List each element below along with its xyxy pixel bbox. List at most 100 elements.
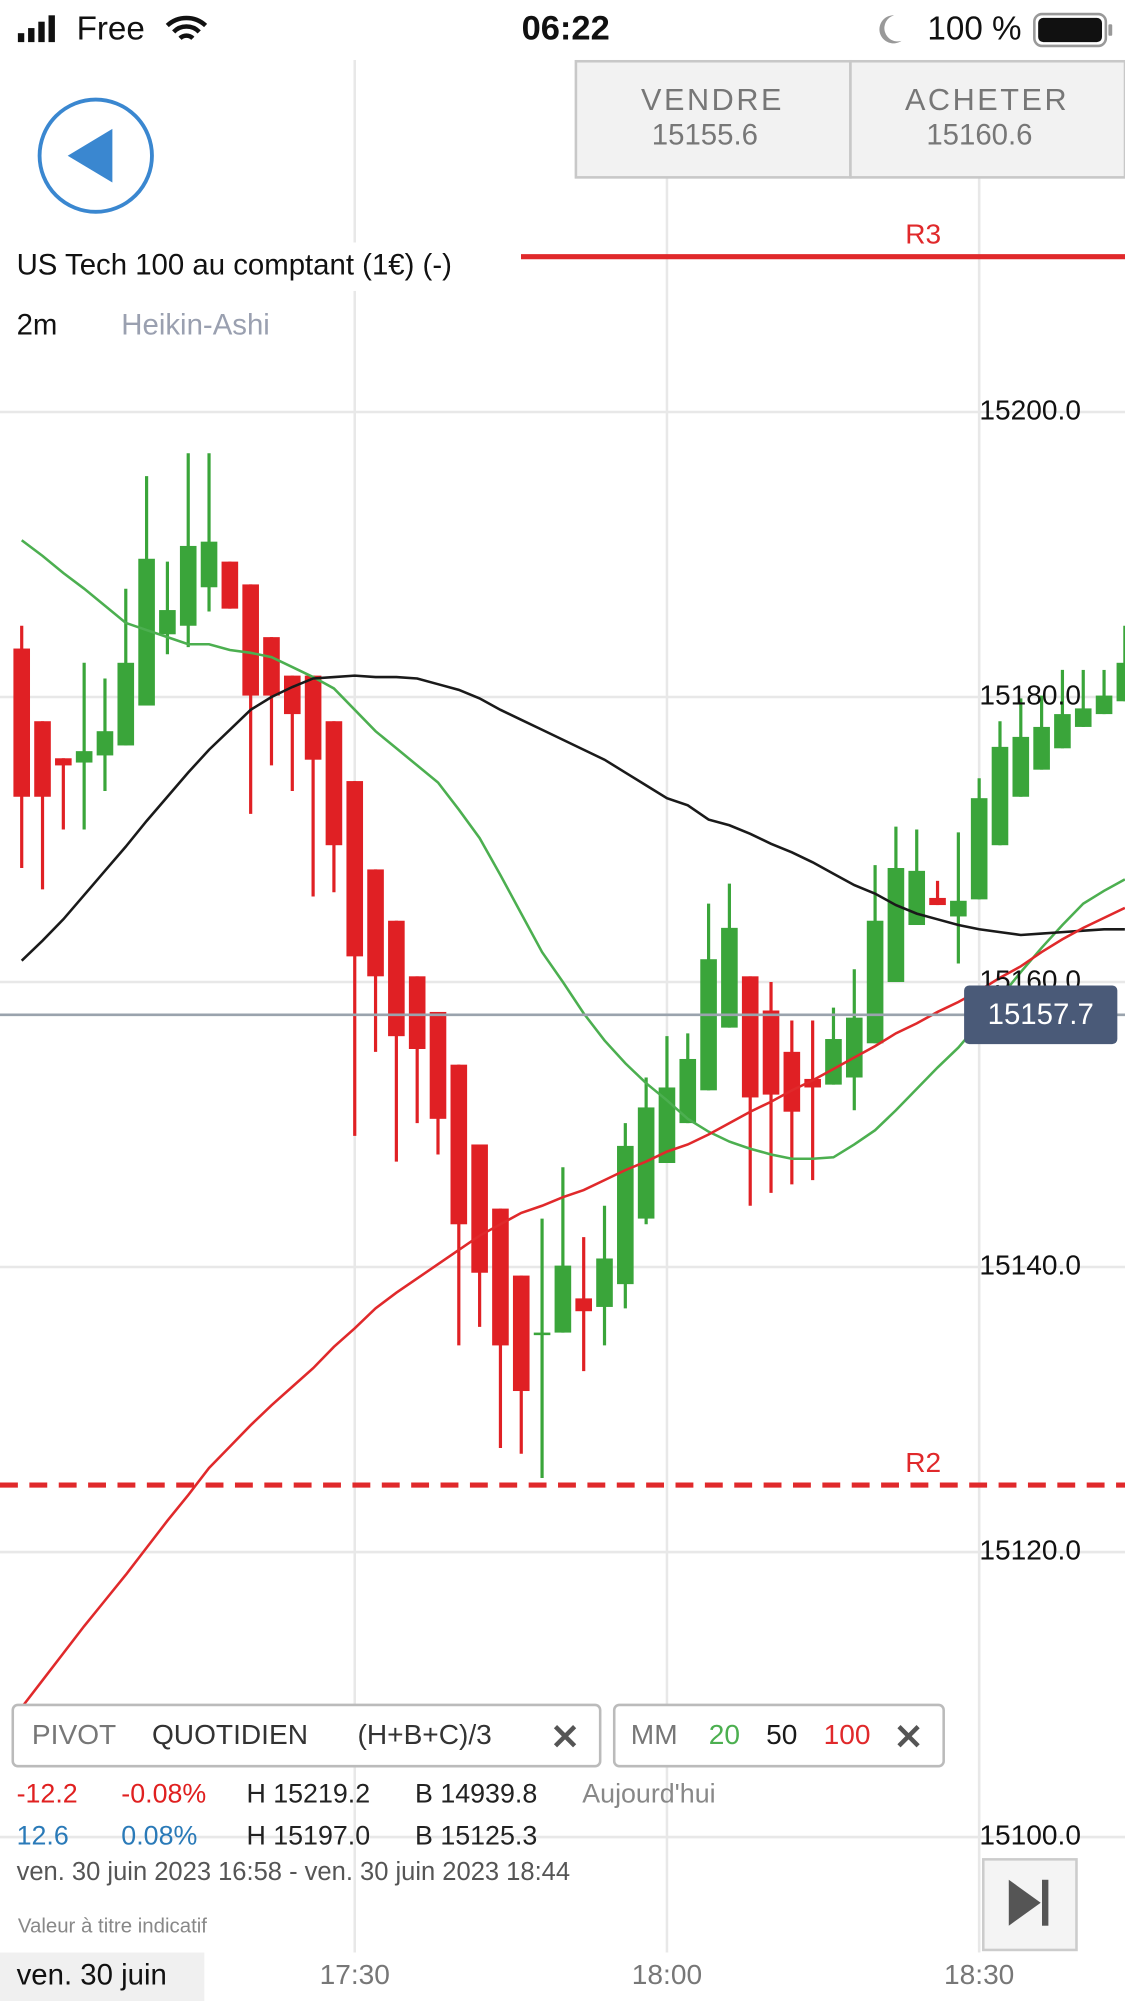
candle-body bbox=[700, 959, 717, 1091]
candle-body bbox=[637, 1107, 655, 1219]
candle-body bbox=[117, 662, 135, 746]
candle-body bbox=[762, 1010, 780, 1095]
date-label: ven. 30 juin bbox=[17, 1959, 167, 1992]
candle-body bbox=[991, 746, 1009, 846]
candle-body bbox=[1116, 662, 1125, 702]
candle-body bbox=[908, 870, 926, 926]
status-bar-bg bbox=[0, 0, 1125, 60]
candle-body bbox=[554, 1265, 572, 1333]
pivot-period: QUOTIDIEN bbox=[152, 1719, 308, 1750]
candle-body bbox=[200, 541, 218, 588]
stat-value: B 15125.3 bbox=[415, 1821, 537, 1851]
candle-body bbox=[617, 1145, 634, 1285]
candle-body bbox=[429, 1011, 447, 1119]
y-tick-label: 15180.0 bbox=[979, 679, 1081, 710]
moving-average-line bbox=[20, 539, 1125, 1161]
x-tick-label: 17:30 bbox=[320, 1959, 390, 1990]
stat-value: 12.6 bbox=[17, 1821, 69, 1851]
disclaimer: Valeur à titre indicatif bbox=[18, 1915, 207, 1937]
candle-body bbox=[283, 675, 301, 715]
pivot-level-label: R2 bbox=[905, 1447, 941, 1478]
interval: 2m bbox=[17, 308, 58, 341]
buy-button[interactable]: ACHETER 15160.6 bbox=[849, 59, 1125, 179]
candle-body bbox=[721, 927, 738, 1028]
close-icon[interactable] bbox=[897, 1725, 920, 1748]
sell-button-bg bbox=[574, 59, 852, 179]
x-axis: ven. 30 juin 17:30 18:00 18:30 bbox=[0, 1952, 1014, 2001]
stats: -12.2 -0.08% H 15219.2 B 14939.8 Aujourd'hui… bbox=[17, 1779, 716, 1851]
candle-body bbox=[658, 1087, 676, 1164]
stat-value: B 14939.8 bbox=[415, 1779, 537, 1809]
skip-icon bbox=[1008, 1879, 1041, 1926]
battery-percent: 100 % bbox=[927, 10, 1021, 47]
ma-legend-entry: 100 bbox=[824, 1719, 871, 1750]
candle-body bbox=[96, 731, 114, 756]
candle-body bbox=[1054, 714, 1071, 749]
wifi-icon bbox=[165, 15, 208, 41]
sell-label: VENDRE bbox=[641, 83, 784, 117]
candle-body bbox=[13, 648, 31, 797]
ma-legend-entry: 20 bbox=[709, 1719, 740, 1750]
battery-frame bbox=[1033, 12, 1108, 48]
skip-to-end-button[interactable] bbox=[981, 1858, 1078, 1952]
sell-button[interactable]: VENDRE 15155.6 bbox=[574, 59, 852, 179]
candle-body bbox=[512, 1275, 530, 1392]
signal-bar bbox=[17, 33, 25, 43]
pivot-label: PIVOT bbox=[32, 1719, 116, 1750]
candle-body bbox=[221, 561, 239, 609]
moving-average-line bbox=[20, 906, 1125, 1709]
moon-icon bbox=[879, 15, 902, 44]
candle-body bbox=[970, 798, 988, 900]
close-icon[interactable] bbox=[553, 1725, 577, 1748]
candle-body bbox=[866, 920, 884, 1044]
candle-body bbox=[34, 721, 51, 797]
chart-title: US Tech 100 au comptant (1€) (-) bbox=[17, 248, 452, 281]
candle-body bbox=[741, 976, 759, 1098]
pivot-formula: (H+B+C)/3 bbox=[358, 1719, 492, 1750]
stat-value: Aujourd'hui bbox=[582, 1779, 715, 1809]
candle-body bbox=[138, 558, 155, 706]
candle-body bbox=[887, 868, 905, 983]
candle-body bbox=[367, 869, 384, 977]
ma-legend-entry: 50 bbox=[766, 1719, 797, 1750]
candle-body bbox=[450, 1064, 468, 1225]
x-tick-label: 18:00 bbox=[632, 1959, 702, 1990]
candle-body bbox=[575, 1298, 592, 1312]
buy-price: 15160.6 bbox=[926, 118, 1032, 151]
stat-value: H 15197.0 bbox=[246, 1821, 370, 1851]
y-tick-label: 15200.0 bbox=[979, 394, 1081, 425]
ma-legend[interactable]: MM 20 50 100 bbox=[612, 1703, 945, 1768]
candle-body bbox=[825, 1039, 842, 1085]
back-button[interactable] bbox=[37, 97, 154, 214]
back-arrow bbox=[67, 128, 113, 183]
candle-body bbox=[783, 1051, 801, 1112]
candle-body bbox=[179, 545, 197, 626]
candle-body bbox=[929, 897, 946, 906]
y-tick-label: 15100.0 bbox=[979, 1820, 1081, 1851]
sell-price: 15155.6 bbox=[652, 118, 758, 151]
stat-value: -12.2 bbox=[17, 1779, 78, 1809]
battery-level bbox=[1038, 17, 1103, 43]
candle-body bbox=[471, 1144, 488, 1273]
y-tick-label: 15120.0 bbox=[979, 1534, 1081, 1565]
buy-button-bg bbox=[849, 59, 1125, 179]
ma-legend-box bbox=[612, 1703, 945, 1768]
battery-tip bbox=[1108, 24, 1113, 36]
candle-body bbox=[1095, 695, 1113, 715]
candle-body bbox=[159, 610, 176, 635]
chart-style: Heikin-Ashi bbox=[121, 308, 270, 341]
candle-body bbox=[325, 721, 343, 846]
candle-body bbox=[75, 751, 93, 763]
clock: 06:22 bbox=[522, 10, 610, 48]
y-tick-label: 15140.0 bbox=[979, 1249, 1081, 1280]
carrier: Free bbox=[77, 10, 145, 47]
candle-body bbox=[263, 637, 280, 696]
current-price-label: 15157.7 bbox=[988, 998, 1094, 1031]
signal-bar bbox=[38, 21, 45, 43]
x-tick-label: 18:30 bbox=[944, 1959, 1014, 1990]
pivot-legend[interactable]: PIVOT QUOTIDIEN (H+B+C)/3 bbox=[11, 1703, 602, 1768]
moving-average-line bbox=[20, 674, 1125, 962]
